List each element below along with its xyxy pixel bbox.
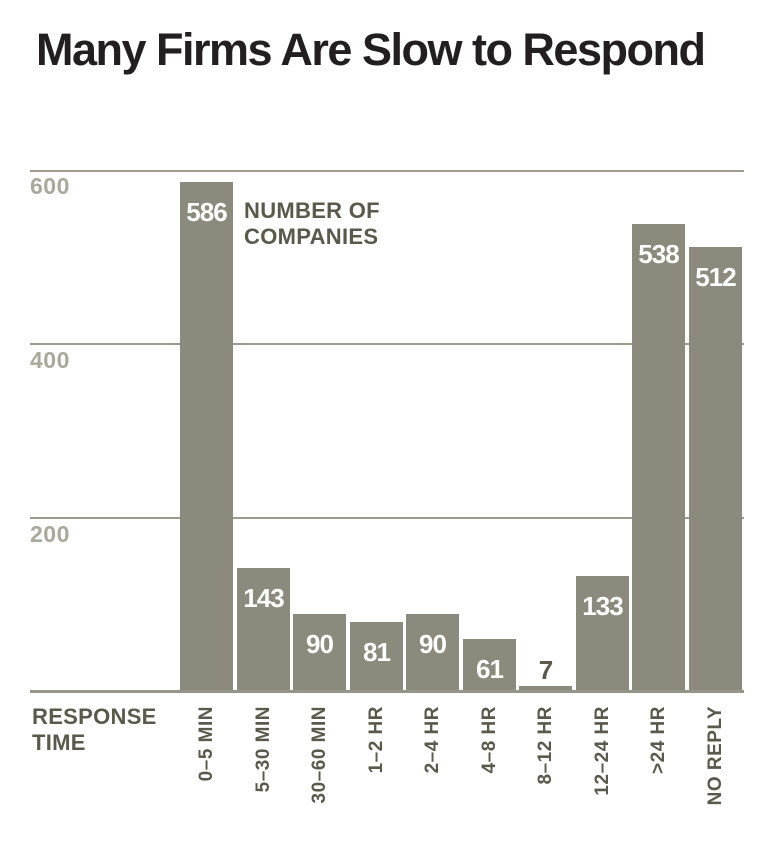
xtick-label: 30–60 MIN bbox=[308, 706, 330, 804]
gridline-400 bbox=[30, 343, 744, 345]
bar-value-label: 133 bbox=[582, 591, 623, 621]
xtick->24 HR: >24 HR bbox=[632, 706, 685, 848]
bar-chart: NUMBER OF COMPANIES RESPONSE TIME 600 400… bbox=[30, 170, 744, 805]
bar-30–60 MIN bbox=[293, 614, 346, 692]
xtick-NO REPLY: NO REPLY bbox=[689, 706, 742, 848]
gridline-200 bbox=[30, 517, 744, 519]
y-axis-label: NUMBER OF COMPANIES bbox=[244, 198, 380, 249]
xtick-0–5 MIN: 0–5 MIN bbox=[180, 706, 233, 848]
bar-12–24 HR bbox=[576, 576, 629, 692]
chart-title: Many Firms Are Slow to Respond bbox=[36, 24, 706, 75]
bar-value-label: 143 bbox=[243, 583, 284, 613]
bar-value-label: 90 bbox=[419, 629, 447, 659]
bar-5–30 MIN bbox=[237, 568, 290, 692]
bar-value-label: 538 bbox=[638, 239, 679, 269]
xtick-label: NO REPLY bbox=[704, 706, 726, 806]
bar-2–4 HR bbox=[406, 614, 459, 692]
xtick-12–24 HR: 12–24 HR bbox=[576, 706, 629, 848]
xtick-label: 1–2 HR bbox=[365, 706, 387, 774]
bar-4–8 HR bbox=[463, 639, 516, 692]
ytick-label-400: 400 bbox=[30, 347, 70, 373]
ytick-label-200: 200 bbox=[30, 521, 70, 547]
xtick-2–4 HR: 2–4 HR bbox=[406, 706, 459, 848]
xtick-30–60 MIN: 30–60 MIN bbox=[293, 706, 346, 848]
xtick-label: 4–8 HR bbox=[478, 706, 500, 774]
x-axis-line bbox=[30, 690, 744, 693]
xtick-4–8 HR: 4–8 HR bbox=[463, 706, 516, 848]
bar-8–12 HR bbox=[519, 686, 572, 692]
xtick-8–12 HR: 8–12 HR bbox=[519, 706, 572, 848]
bar-NO REPLY bbox=[689, 247, 742, 692]
xtick-label: 12–24 HR bbox=[591, 706, 613, 796]
xtick-label: >24 HR bbox=[647, 706, 669, 774]
x-axis-label: RESPONSE TIME bbox=[32, 704, 157, 755]
bar-value-label: 7 bbox=[538, 655, 553, 685]
bar->24 HR bbox=[632, 224, 685, 692]
bar-value-label: 81 bbox=[363, 637, 391, 667]
gridline-600 bbox=[30, 170, 744, 172]
bar-value-label: 586 bbox=[186, 197, 227, 227]
xtick-label: 8–12 HR bbox=[534, 706, 556, 785]
xtick-label: 0–5 MIN bbox=[195, 706, 217, 782]
xtick-1–2 HR: 1–2 HR bbox=[350, 706, 403, 848]
xtick-5–30 MIN: 5–30 MIN bbox=[237, 706, 290, 848]
bar-1–2 HR bbox=[350, 622, 403, 692]
bar-0–5 MIN bbox=[180, 182, 233, 692]
ytick-label-600: 600 bbox=[30, 173, 70, 199]
xtick-label: 2–4 HR bbox=[421, 706, 443, 774]
bar-value-label: 61 bbox=[476, 654, 504, 684]
bar-value-label: 512 bbox=[695, 262, 736, 292]
bar-value-label: 90 bbox=[306, 629, 334, 659]
xtick-label: 5–30 MIN bbox=[252, 706, 274, 793]
